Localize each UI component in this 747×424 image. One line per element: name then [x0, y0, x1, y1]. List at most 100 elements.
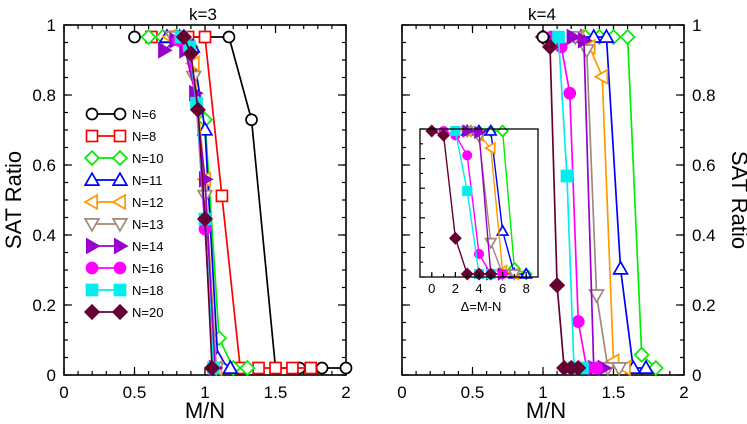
legend-marker-right-n-14 — [113, 237, 129, 255]
inset-chart: 0 2 4 6 8 Δ=M-N — [419, 124, 539, 314]
legend-entry-n-13: N=13 — [83, 217, 163, 233]
k3-point-n-11-5 — [222, 359, 239, 375]
k3-ytick-label-3: 0.6 — [32, 156, 56, 175]
k3-point-n-6-7 — [315, 361, 329, 375]
k4-series-n-6 — [536, 30, 550, 44]
legend-label-n-6: N=6 — [132, 107, 156, 122]
k3-xtick-label-0: 0 — [59, 383, 68, 402]
k4-point-n-11-2 — [598, 28, 615, 44]
k4-point-n-18-0 — [552, 30, 565, 44]
k3-point-n-20-0 — [175, 28, 192, 46]
k4-xtick-label-4: 2 — [679, 383, 688, 402]
legend-label-n-8: N=8 — [132, 129, 156, 144]
k3-point-n-10-7 — [239, 359, 256, 377]
legend-marker-right-n-6 — [113, 107, 127, 121]
inset-x-axis-label: Δ=M-N — [461, 299, 502, 314]
k3-point-n-11-3 — [196, 121, 214, 136]
chart-title-k3: k=3 — [189, 5, 217, 24]
legend-marker-right-n-18 — [113, 283, 127, 297]
k3-point-n-8-4 — [215, 189, 229, 203]
k4-line-n-11 — [581, 36, 646, 369]
k4-ytick-label-3: 0.6 — [692, 156, 716, 175]
k3-point-n-6-8 — [339, 361, 353, 375]
k4-xtick-label-2: 1 — [538, 383, 547, 402]
legend-entry-n-12: N=12 — [83, 193, 163, 211]
k4-ytick-label-4: 0.8 — [692, 86, 716, 105]
k3-xtick-label-3: 1.5 — [264, 383, 288, 402]
k3-xtick-label-4: 2 — [341, 383, 350, 402]
legend-marker-left-n-12 — [83, 193, 99, 211]
k3-point-n-20-1 — [182, 45, 199, 62]
k4-point-n-13-1 — [578, 44, 596, 59]
legend-marker-left-n-16 — [85, 261, 99, 275]
k3-point-n-14-0 — [158, 41, 173, 59]
legend-entry-n-16: N=16 — [85, 261, 163, 276]
inset-point-n-12-2 — [483, 141, 496, 155]
legend-entry-n-8: N=8 — [85, 129, 156, 144]
k3-ytick-label-2: 0.4 — [32, 226, 56, 245]
legend-label-n-20: N=20 — [132, 305, 163, 320]
k4-point-n-16-2 — [563, 86, 577, 100]
legend-marker-right-n-16 — [113, 261, 127, 275]
inset-xtick-label-3: 6 — [499, 281, 506, 296]
legend-label-n-18: N=18 — [132, 283, 163, 298]
ticks-k3: 0 0.5 1 1.5 2 0 0.2 0.4 0.6 0.8 1 — [32, 16, 350, 402]
k4-point-n-10-3 — [619, 28, 636, 46]
k4-xtick-label-3: 1.5 — [602, 383, 626, 402]
legend-label-n-12: N=12 — [132, 195, 163, 210]
ticks-inset: 0 2 4 6 8 — [420, 128, 530, 296]
k3-line-n-6 — [134, 36, 346, 369]
k3-xtick-label-2: 1 — [200, 383, 209, 402]
k4-point-n-11-5 — [637, 359, 655, 375]
legend-entry-n-18: N=18 — [85, 283, 163, 298]
k3-line-n-8 — [151, 36, 311, 369]
legend-marker-right-n-13 — [111, 217, 129, 233]
inset-point-n-20-2 — [448, 231, 462, 245]
k3-series-n-14 — [158, 31, 224, 377]
chart-title-k4: k=4 — [528, 5, 556, 24]
k4-ytick-label-5: 1 — [692, 16, 701, 35]
legend-marker-left-n-14 — [85, 237, 101, 255]
legend-entry-n-14: N=14 — [85, 237, 163, 255]
legend-marker-right-n-10 — [111, 149, 129, 167]
k4-point-n-20-1 — [541, 38, 559, 56]
k3-point-n-8-9 — [304, 361, 318, 375]
k3-xtick-label-1: 0.5 — [123, 383, 147, 402]
k4-xtick-label-0: 0 — [397, 383, 406, 402]
k4-point-n-16-5 — [590, 361, 603, 375]
legend-label-n-14: N=14 — [132, 239, 163, 254]
legend-marker-left-n-20 — [83, 303, 101, 321]
k3-point-n-6-3 — [222, 30, 236, 44]
legend-label-n-13: N=13 — [132, 217, 163, 232]
k3-ytick-label-4: 0.8 — [32, 86, 56, 105]
k4-point-n-14-1 — [577, 31, 593, 49]
k3-point-n-10-0 — [140, 28, 157, 46]
k3-point-n-6-4 — [245, 113, 258, 127]
k3-ytick-label-5: 1 — [47, 16, 56, 35]
legend-marker-left-n-8 — [85, 129, 99, 143]
k4-point-n-12-2 — [593, 68, 609, 86]
legend-label-n-10: N=10 — [132, 151, 163, 166]
x-axis-label-k4: M/N — [526, 398, 566, 423]
inset-point-n-11-3 — [495, 224, 510, 236]
series-k4 — [534, 28, 664, 377]
k3-point-n-8-7 — [269, 361, 282, 375]
inset-xtick-label-2: 4 — [475, 281, 482, 296]
k3-line-n-11 — [166, 36, 231, 369]
k4-series-n-10 — [577, 28, 664, 377]
k4-ytick-label-0: 0 — [692, 366, 701, 385]
inset-point-n-14-1 — [474, 125, 486, 140]
legend-marker-left-n-11 — [83, 171, 101, 187]
k4-point-n-14-0 — [566, 28, 582, 46]
k3-series-n-8 — [145, 30, 318, 375]
k4-point-n-13-2 — [588, 289, 605, 304]
legend-label-n-11: N=11 — [132, 173, 162, 188]
chart-panel-k4: k=4 0 0.5 1 1.5 200.20.40.60.81 M/N SAT Rati… — [397, 5, 747, 423]
chart-panel-k3: k=3 0 0.5 1 1.5 2 0 0.2 0.4 0.6 0.8 1 M/N SAT Rati… — [1, 5, 353, 423]
inset-point-n-18-1 — [462, 186, 473, 197]
inset-point-n-16-2 — [462, 150, 473, 161]
legend-marker-right-n-11 — [111, 171, 129, 187]
k4-line-n-10 — [585, 36, 657, 369]
legend-marker-right-n-20 — [111, 303, 129, 321]
